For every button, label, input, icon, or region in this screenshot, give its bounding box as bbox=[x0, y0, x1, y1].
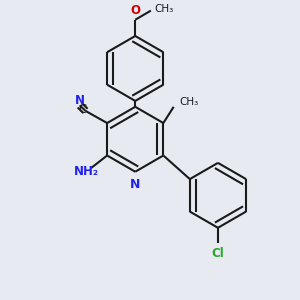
Text: C: C bbox=[78, 103, 86, 116]
Text: NH₂: NH₂ bbox=[74, 165, 99, 178]
Text: O: O bbox=[130, 4, 140, 17]
Text: CH₃: CH₃ bbox=[154, 4, 174, 14]
Text: N: N bbox=[75, 94, 85, 106]
Text: Cl: Cl bbox=[212, 247, 224, 260]
Text: N: N bbox=[130, 178, 140, 191]
Text: CH₃: CH₃ bbox=[180, 98, 199, 107]
